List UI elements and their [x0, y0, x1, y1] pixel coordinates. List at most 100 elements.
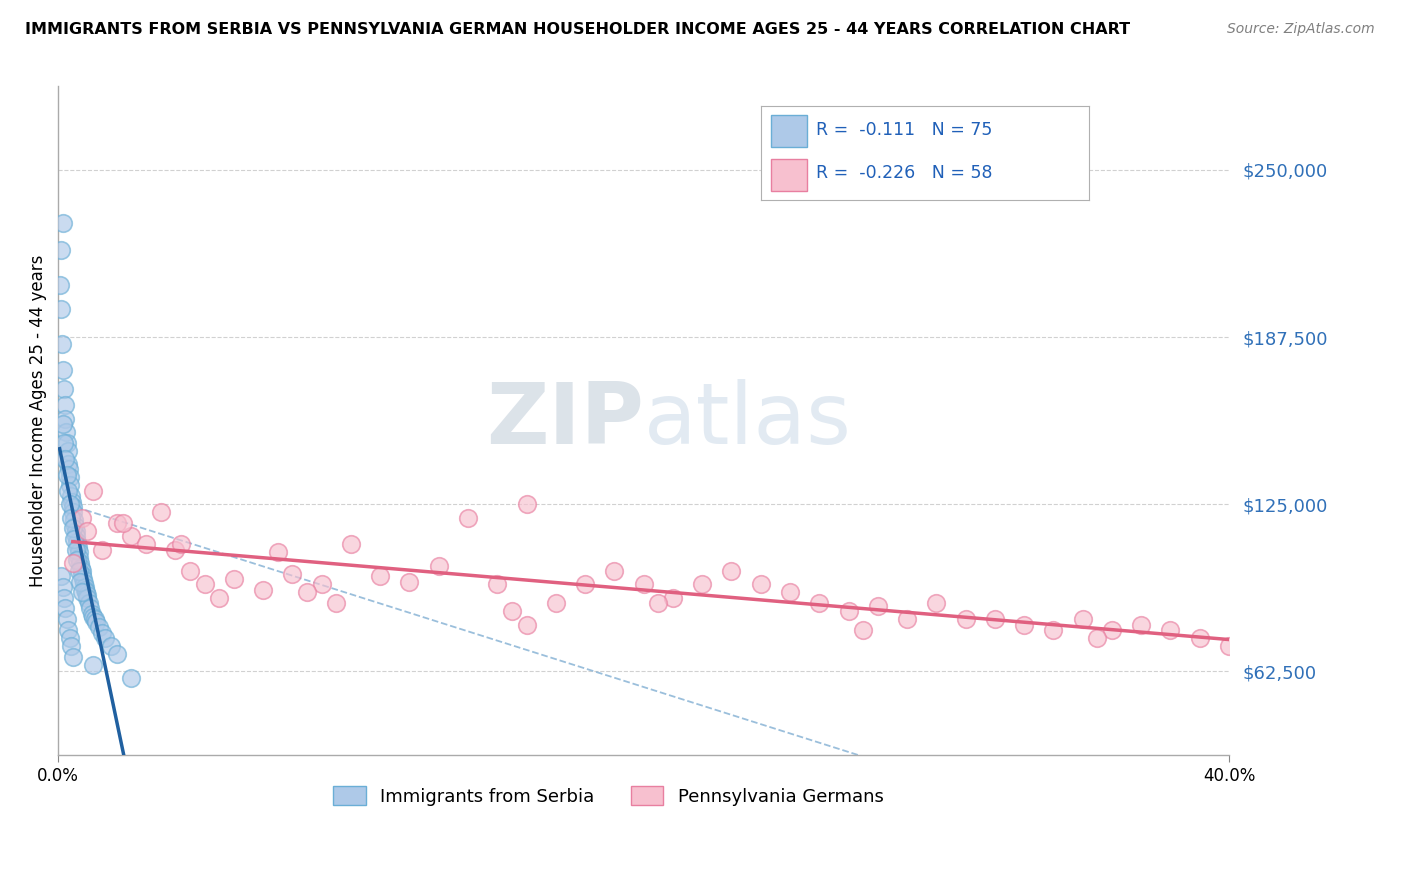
- Point: [179, 564, 201, 578]
- Point: [1130, 617, 1153, 632]
- Text: atlas: atlas: [644, 379, 852, 462]
- Point: [955, 612, 977, 626]
- Point: [574, 577, 596, 591]
- Point: [58, 483, 80, 498]
- Point: [1071, 612, 1094, 626]
- Point: [82, 609, 104, 624]
- Point: [70, 510, 93, 524]
- Point: [267, 545, 290, 559]
- Point: [925, 596, 948, 610]
- Point: [53, 398, 76, 412]
- Point: [53, 435, 76, 450]
- Point: [749, 577, 772, 591]
- Point: [398, 574, 420, 589]
- Point: [51, 580, 73, 594]
- Point: [222, 572, 245, 586]
- Point: [76, 524, 98, 538]
- Point: [70, 561, 93, 575]
- Point: [544, 596, 567, 610]
- Point: [91, 625, 114, 640]
- Point: [70, 564, 93, 578]
- Point: [65, 524, 87, 538]
- Point: [59, 631, 82, 645]
- Point: [501, 604, 523, 618]
- Point: [149, 505, 172, 519]
- Point: [73, 576, 96, 591]
- Point: [66, 534, 89, 549]
- Point: [53, 382, 76, 396]
- Point: [170, 537, 193, 551]
- Point: [60, 639, 83, 653]
- Point: [60, 489, 83, 503]
- Point: [48, 277, 70, 292]
- Point: [55, 425, 77, 439]
- Point: [58, 462, 80, 476]
- Point: [73, 580, 96, 594]
- Point: [1218, 639, 1240, 653]
- Point: [368, 569, 391, 583]
- Point: [837, 604, 859, 618]
- Point: [82, 657, 104, 672]
- Point: [51, 417, 73, 431]
- Point: [82, 483, 104, 498]
- Point: [662, 591, 685, 605]
- Point: [311, 577, 333, 591]
- Point: [62, 521, 84, 535]
- Point: [1159, 623, 1181, 637]
- Point: [67, 540, 90, 554]
- Point: [486, 577, 509, 591]
- Point: [457, 510, 479, 524]
- Text: IMMIGRANTS FROM SERBIA VS PENNSYLVANIA GERMAN HOUSEHOLDER INCOME AGES 25 - 44 YE: IMMIGRANTS FROM SERBIA VS PENNSYLVANIA G…: [25, 22, 1130, 37]
- Point: [105, 647, 128, 661]
- Point: [852, 623, 875, 637]
- Point: [252, 582, 274, 597]
- Point: [100, 639, 122, 653]
- Point: [55, 601, 77, 615]
- Text: Source: ZipAtlas.com: Source: ZipAtlas.com: [1227, 22, 1375, 37]
- Point: [56, 467, 79, 482]
- Point: [84, 615, 107, 629]
- Point: [77, 596, 100, 610]
- Text: ZIP: ZIP: [486, 379, 644, 462]
- Point: [51, 336, 73, 351]
- Point: [55, 451, 77, 466]
- Point: [896, 612, 918, 626]
- Point: [63, 518, 86, 533]
- Point: [56, 443, 79, 458]
- Point: [340, 537, 363, 551]
- Point: [80, 607, 103, 621]
- Point: [55, 411, 77, 425]
- Point: [1012, 617, 1035, 632]
- Point: [60, 494, 83, 508]
- Point: [633, 577, 655, 591]
- Point: [49, 301, 72, 316]
- Point: [120, 671, 142, 685]
- Point: [91, 542, 114, 557]
- Point: [70, 568, 93, 582]
- Point: [111, 516, 134, 530]
- Point: [51, 216, 73, 230]
- Point: [1101, 623, 1123, 637]
- Point: [67, 550, 90, 565]
- Point: [603, 564, 626, 578]
- Legend: Immigrants from Serbia, Pennsylvania Germans: Immigrants from Serbia, Pennsylvania Ger…: [326, 779, 891, 813]
- Point: [67, 545, 90, 559]
- Point: [52, 363, 75, 377]
- Point: [515, 497, 537, 511]
- Point: [295, 585, 318, 599]
- Point: [281, 566, 304, 581]
- Point: [69, 574, 91, 589]
- Point: [72, 572, 94, 586]
- Point: [62, 649, 84, 664]
- Y-axis label: Householder Income Ages 25 - 44 years: Householder Income Ages 25 - 44 years: [30, 254, 46, 587]
- Point: [70, 585, 93, 599]
- Point: [63, 513, 86, 527]
- Point: [120, 529, 142, 543]
- Point: [63, 532, 86, 546]
- Point: [60, 510, 83, 524]
- Point: [67, 564, 90, 578]
- Point: [53, 591, 76, 605]
- Point: [83, 612, 105, 626]
- Point: [49, 569, 72, 583]
- Point: [1188, 631, 1211, 645]
